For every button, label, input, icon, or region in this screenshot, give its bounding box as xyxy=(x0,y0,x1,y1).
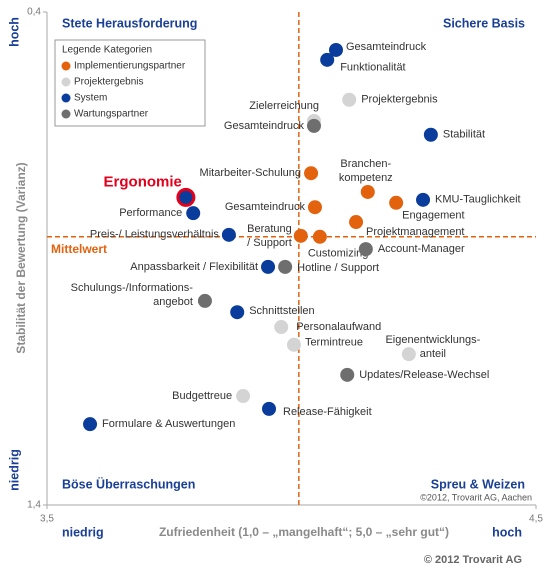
point xyxy=(349,215,364,230)
point xyxy=(278,259,293,274)
x-axis-title: Zufriedenheit (1,0 – „mangelhaft“; 5,0 –… xyxy=(159,525,449,539)
point xyxy=(83,417,98,432)
highlight-point xyxy=(176,187,196,207)
x-high-label: hoch xyxy=(492,525,522,539)
point-label: Gesamteindruck xyxy=(224,120,305,132)
point-label: Eigenentwicklungs-anteil xyxy=(385,334,480,360)
quadrant-label: Böse Überraschungen xyxy=(62,476,195,491)
point xyxy=(262,401,277,416)
x-tick-label: 4,5 xyxy=(529,514,543,525)
quadrant-label: Sichere Basis xyxy=(443,16,525,30)
y-tick-label: 1,4 xyxy=(27,500,41,511)
point-label: Updates/Release-Wechsel xyxy=(359,369,489,381)
y-low-label: niedrig xyxy=(7,449,21,491)
point-label-line: Eigenentwicklungs- xyxy=(385,334,480,346)
point-label: Budgettreue xyxy=(172,390,232,402)
point xyxy=(401,347,416,362)
legend-label: Wartungspartner xyxy=(74,109,149,120)
point-label: Gesamteindruck xyxy=(346,41,427,53)
point-label-line: angebot xyxy=(153,296,193,308)
legend-title: Legende Kategorien xyxy=(62,45,152,56)
legend-box xyxy=(54,39,206,127)
point xyxy=(320,52,335,67)
point xyxy=(340,367,355,382)
point xyxy=(389,195,404,210)
point-label-line: Schulungs-/Informations- xyxy=(71,282,194,294)
legend-label: Implementierungspartner xyxy=(74,61,186,72)
point-label: Branchen-kompetenz xyxy=(339,158,393,184)
legend-label: System xyxy=(74,93,107,104)
point-label-line: Branchen- xyxy=(340,158,391,170)
point-label: Anpassbarkeit / Flexibilität xyxy=(130,261,258,273)
point xyxy=(342,92,357,107)
point xyxy=(423,127,438,142)
point-label-line: Beratung xyxy=(247,223,292,235)
point-label: Beratung / Support xyxy=(247,223,292,249)
point xyxy=(416,192,431,207)
point-label: Engagement xyxy=(402,210,464,222)
quadrant-label: Spreu & Weizen xyxy=(431,477,525,491)
point xyxy=(261,259,276,274)
point-label: Schnittstellen xyxy=(249,305,314,317)
point-label: Hotline / Support xyxy=(297,262,379,274)
legend-marker xyxy=(61,109,71,119)
point-label: Release-Fähigkeit xyxy=(283,406,372,418)
point xyxy=(236,389,251,404)
y-axis-title: Stabilität der Bewertung (Varianz) xyxy=(14,162,28,353)
legend-marker xyxy=(61,93,71,103)
point xyxy=(304,166,319,181)
legend-marker xyxy=(61,77,71,87)
highlight-label: Ergonomie xyxy=(104,173,182,190)
source: © 2012 Trovarit AG xyxy=(424,554,522,566)
x-tick-label: 3,5 xyxy=(40,514,54,525)
point-label-line: anteil xyxy=(420,348,446,360)
point xyxy=(293,228,308,243)
legend-marker xyxy=(61,61,71,71)
point-label: Projektmanagement xyxy=(366,226,464,238)
point xyxy=(328,42,343,57)
point-label: KMU-Tauglichkeit xyxy=(435,194,521,206)
legend-label: Projektergebnis xyxy=(74,77,143,88)
point-label: Account-Manager xyxy=(378,243,465,255)
point-label: Zielerreichung xyxy=(249,100,319,112)
point xyxy=(286,337,301,352)
y-high-label: hoch xyxy=(7,17,21,47)
point xyxy=(358,242,373,257)
point-label: Funktionalität xyxy=(340,62,405,74)
point xyxy=(197,293,212,308)
point xyxy=(312,229,327,244)
point xyxy=(274,320,289,335)
point-label: Customizing xyxy=(308,248,369,260)
point xyxy=(230,305,245,320)
point-label: Preis-/ Leistungsverhältnis xyxy=(90,229,220,241)
point-label: Gesamteindruck xyxy=(225,201,306,213)
point-label: Performance xyxy=(119,207,182,219)
point-label: Formulare & Auswertungen xyxy=(102,418,235,430)
point-label-line: kompetenz xyxy=(339,172,393,184)
point xyxy=(306,118,321,133)
point-label: Personalaufwand xyxy=(296,321,381,333)
point xyxy=(186,206,201,221)
point-label: Termintreue xyxy=(305,337,363,349)
point-label-line: / Support xyxy=(247,237,292,249)
mean-label: Mittelwert xyxy=(51,242,107,256)
point-label: Mitarbeiter-Schulung xyxy=(200,167,302,179)
legend: Legende Kategorien Implementierungspartne… xyxy=(54,39,206,127)
source-inner: ©2012, Trovarit AG, Aachen xyxy=(420,492,532,502)
point xyxy=(360,184,375,199)
point-label: Schulungs-/Informations-angebot xyxy=(71,282,194,308)
point xyxy=(307,200,322,215)
y-tick-label: 0,4 xyxy=(27,7,41,18)
point-label: Stabilität xyxy=(443,129,485,141)
point-label: Projektergebnis xyxy=(361,94,438,106)
x-low-label: niedrig xyxy=(62,525,104,539)
point xyxy=(221,227,236,242)
quadrant-label: Stete Herausforderung xyxy=(62,16,197,30)
